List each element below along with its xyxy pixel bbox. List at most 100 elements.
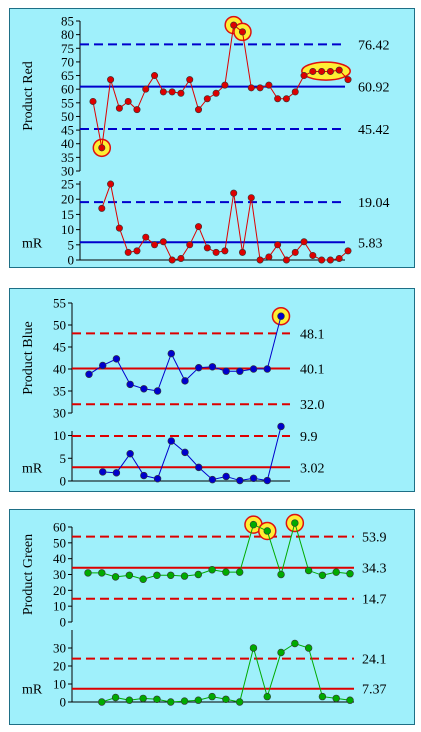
green-mr-ytick-label: 20 [53,659,66,674]
green-ytick-label: 60 [53,520,66,535]
red-mr-data-point [186,241,194,249]
blue-mr-data-point [140,471,148,480]
red-data-point [212,89,220,97]
green-mr-data-point [125,696,134,704]
blue-mr-data-point [126,450,134,458]
blue-ucl-label: 48.1 [300,327,325,342]
red-data-point [265,81,273,89]
green-data-point [346,570,354,578]
red-mr-data-point [282,256,290,264]
green-mr-data-point [304,644,313,652]
red-mr-data-point [274,241,282,249]
red-mr-data-point [124,248,132,256]
green-mr-data-point [111,693,120,702]
red-data-point [247,84,255,92]
red-data-point [309,67,317,75]
blue-mr-ytick-label: 10 [53,428,66,443]
green-data-point [304,566,313,575]
blue-mr-data-point [167,437,175,445]
green-data-point [235,568,244,576]
green-ytick-label: 40 [53,551,66,566]
blue-lcl-label: 32.0 [300,398,325,413]
green-data-point [291,519,299,527]
red-data-point [89,97,97,105]
blue-data-point [153,387,162,395]
green-mr-data-point [98,698,106,706]
green-center-label: 34.3 [362,562,387,577]
green-ytick-label: 20 [53,583,66,598]
blue-mr-data-point [263,476,271,485]
red-data-point [326,67,334,75]
red-mr-data-point [212,248,220,256]
blue-mr-ucl-label: 9.9 [300,430,318,445]
red-mr-ytick-label: 15 [61,207,74,222]
green-mr-data-point [346,696,354,704]
red-data-point [115,104,123,112]
blue-center-label: 40.1 [300,363,325,378]
blue-ytick-label: 35 [53,384,66,399]
blue-data-point [140,385,148,393]
green-data-point [249,520,258,529]
green-data-point [318,571,327,579]
red-mr-ytick-label: 5 [68,237,75,252]
green-mr-series-line [101,642,351,703]
red-data-point [203,95,211,103]
red-mr-data-point [238,248,246,256]
blue-mr-ytick-label: 5 [60,451,67,466]
blue-ytick-label: 45 [53,340,66,355]
green-lcl-label: 14.7 [362,593,387,608]
red-mr-data-point [177,254,185,262]
blue-data-point [167,349,175,358]
green-data-point [208,566,216,574]
red-data-point [221,81,229,89]
red-ytick-label: 40 [61,136,74,151]
red-data-point [177,89,185,97]
green-data-point [125,571,134,579]
red-ytick-label: 65 [61,68,74,83]
green-data-point [263,527,271,535]
blue-mr-data-point [153,475,162,483]
product-red-panel: 30 35 40 45 50 55 60 65 70 75 80 85 Product Red 76.42… [9,8,415,268]
blue-data-point [263,365,271,373]
green-mr-ucl-label: 24.1 [362,653,387,668]
green-mr-label: mR [22,683,43,698]
green-ytick-label: 10 [53,599,66,614]
red-data-point [238,28,246,36]
product-blue-chart: 30 35 40 45 50 55 Product Blue 48.1 40.1 32.0 0 5 1… [21,296,325,489]
green-mr-data-point [139,694,147,703]
red-mr-data-point [247,194,255,202]
green-data-point [222,568,230,576]
blue-mr-data-point [249,474,258,482]
red-data-point [133,106,141,114]
red-mr-data-point [326,256,334,264]
blue-data-point [277,312,285,320]
green-mr-data-point [291,639,299,648]
green-data-point [98,569,106,577]
red-mr-data-point [142,233,150,241]
red-data-point [124,97,132,105]
green-mr-data-point [153,695,161,704]
blue-mr-data-point [195,463,203,472]
red-data-point [274,95,282,103]
red-data-point [291,88,299,96]
red-ytick-label: 80 [61,27,74,42]
blue-data-point [222,367,230,375]
blue-mr-center-label: 3.02 [300,461,325,476]
red-data-point [159,88,167,96]
red-mr-data-point [98,204,106,212]
green-ytick-label: 0 [60,615,67,630]
green-mr-data-point [222,695,230,704]
green-mr-center-label: 7.37 [362,683,387,698]
red-ytick-label: 35 [61,150,74,165]
blue-mr-data-point [112,469,121,477]
blue-data-point [112,355,121,363]
green-mr-data-point [277,648,285,657]
blue-ytick-label: 40 [53,362,66,377]
red-mr-data-point [344,247,352,255]
blue-y-label: Product Blue [21,321,36,395]
product-blue-panel: 30 35 40 45 50 55 Product Blue 48.1 40.1 32.0 0 5 1… [9,288,415,492]
red-mr-label: mR [22,236,43,251]
red-mr-ytick-label: 25 [61,177,74,192]
